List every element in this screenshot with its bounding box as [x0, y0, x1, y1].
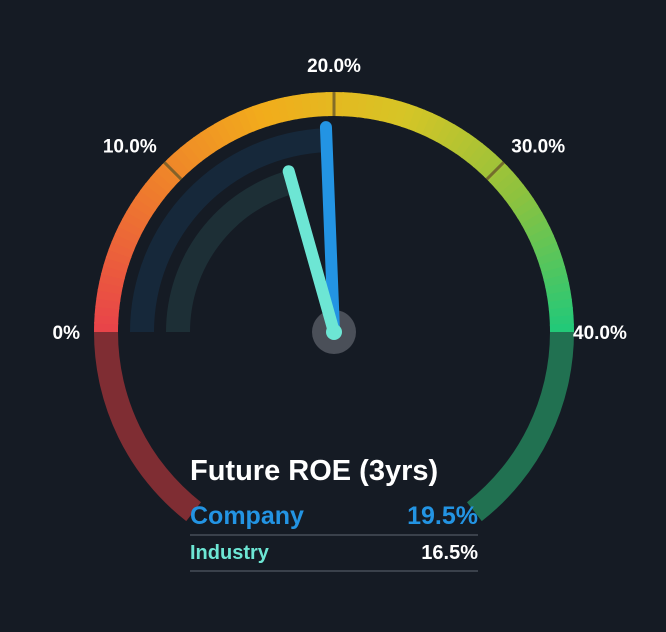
scale-arc-segment [236, 108, 255, 135]
scale-arc-segment [244, 105, 262, 132]
scale-arc-segment [139, 182, 165, 206]
scale-arc-segment [221, 115, 241, 142]
scale-arc-segment [414, 109, 434, 136]
scale-arc-segment [103, 256, 130, 273]
scale-arc-segment [494, 171, 519, 195]
scale-arc-segment [531, 234, 558, 253]
scale-arc-segment [478, 153, 502, 178]
company-band [130, 128, 327, 332]
scale-arc-segment [199, 127, 221, 153]
scale-arc-segment [521, 212, 547, 232]
company-value: 19.5% [407, 501, 478, 530]
scale-arc-segment [442, 124, 463, 150]
scale-arc-segment [126, 203, 152, 224]
legend-row-industry: Industry 16.5% [190, 536, 478, 572]
chart-title: Future ROE (3yrs) [190, 455, 439, 487]
industry-band [166, 170, 295, 332]
scale-arc-segment [118, 217, 144, 238]
scale-arc-segment [499, 177, 525, 201]
tick-label: 10.0% [103, 137, 157, 158]
scale-arc-segment [548, 306, 574, 319]
scale-arc-segment [111, 232, 138, 252]
scale-arc-segment [308, 92, 321, 118]
scale-arc-segment [466, 142, 490, 168]
scale-arc-segment [97, 280, 124, 295]
scale-arc-segment [150, 170, 175, 194]
scale-arc-segment [334, 92, 345, 117]
scale-arc-segment [114, 225, 141, 245]
industry-label: Industry [190, 541, 269, 564]
scale-arc-segment [454, 133, 477, 159]
scale-arc-segment [407, 106, 426, 133]
scale-arc-segment [460, 137, 484, 163]
scale-arc-segment [179, 141, 203, 167]
scale-arc-segment [517, 204, 543, 226]
scale-arc-segment [472, 148, 496, 173]
scale-arc-segment [122, 210, 148, 231]
scale-arc-segment [435, 120, 456, 146]
scale-arc-segment [508, 190, 534, 213]
tick-mark [163, 161, 183, 181]
scale-arc-segment [267, 98, 284, 125]
industry-needle [282, 165, 340, 338]
scale-arc-segment [108, 240, 135, 259]
scale-arc-segment [251, 103, 269, 130]
scale-arc-segment [155, 164, 180, 188]
scale-arc-segment [534, 242, 561, 260]
scale-arc-segment [173, 147, 197, 172]
tick-mark [485, 161, 505, 181]
scale-arc-segment [400, 103, 418, 130]
scale-arc-segment [228, 112, 248, 138]
industry-value: 16.5% [421, 541, 478, 564]
scale-arc-segment [101, 264, 127, 280]
scale-arc-segment [105, 248, 132, 266]
scale-arc-segment [513, 197, 539, 219]
scale-arc-segment [144, 176, 170, 200]
scale-arc-segment [378, 97, 394, 123]
negative-zone-arc [94, 332, 202, 522]
scale-arc-segment [539, 257, 566, 274]
scale-arc-segment [393, 101, 410, 128]
legend: Future ROE (3yrs) Company 19.5% Industry… [190, 452, 478, 572]
scale-arc-segment [371, 95, 386, 122]
scale-arc-segment [489, 165, 514, 189]
scale-arc-segment [386, 99, 402, 125]
tick-label: 30.0% [511, 137, 565, 158]
scale-arc-segment [524, 219, 551, 239]
scale-arc-segment [428, 116, 449, 142]
tick-label: 20.0% [307, 56, 361, 77]
needle-center-dot [326, 324, 342, 340]
scale-arc-segment [192, 132, 215, 158]
scale-arc-segment [135, 189, 161, 212]
scale-arc-segment [536, 249, 563, 267]
tick-label: 40.0% [573, 323, 627, 344]
scale-arc-segment [448, 128, 470, 154]
scale-arc-segment [206, 123, 228, 149]
scale-arc-segment [259, 100, 276, 127]
company-label: Company [190, 501, 304, 530]
overflow-zone-arc [466, 332, 574, 522]
scale-arc-segment [130, 196, 156, 218]
scale-arc-segment [214, 119, 234, 145]
company-needle [319, 121, 340, 338]
scale-arc-segment [549, 323, 574, 332]
tick-label: 0% [53, 323, 81, 344]
scale-arc-segment [186, 136, 209, 162]
scale-arc-segment [94, 321, 119, 332]
legend-row-company: Company 19.5% [190, 498, 478, 536]
scale-arc-segment [317, 92, 328, 117]
scale-arc-segment [528, 226, 554, 246]
scale-arc-segment [167, 152, 191, 177]
scale-arc-segment [541, 265, 568, 282]
scale-arc-segment [549, 315, 574, 326]
scale-arc-segment [421, 112, 441, 139]
scale-arc-segment [99, 272, 125, 288]
scale-arc-segment [504, 184, 530, 207]
